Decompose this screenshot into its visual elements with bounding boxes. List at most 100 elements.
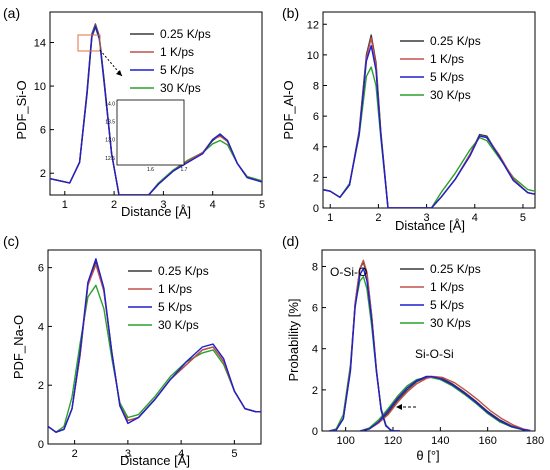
panel-d-ylabel: Probability [%]: [286, 298, 301, 381]
inset-x-tick-label: 1.7: [181, 167, 188, 173]
x-tick-label: 4: [472, 212, 478, 224]
series-line-2: [48, 258, 261, 433]
y-tick-label: 8: [312, 261, 318, 273]
panel-a: (a) 1 2 3 4 5 2 6 10 14 0.25 K/ps 1 K/ps 5 K/ps 30 K…: [3, 5, 265, 219]
y-tick-label: 12: [307, 19, 319, 31]
legend-label: 0.25 K/ps: [158, 264, 209, 278]
panel-c: (c) 2 3 4 5 0 2 4 6 0.25 K/ps 1 K/ps 5 K/ps 30 K/ps…: [3, 233, 262, 468]
x-tick-label: 4: [178, 448, 184, 460]
legend-label: 5 K/ps: [430, 298, 464, 312]
series-line-0: [323, 34, 535, 208]
series-line-1: [323, 37, 535, 208]
legend-label: 1 K/ps: [158, 282, 192, 296]
x-tick-label: 100: [336, 435, 354, 447]
panel-b-ylabel: PDF_Al-O: [281, 80, 296, 139]
x-tick-label: 2: [375, 212, 381, 224]
panel-a-frame: [49, 11, 263, 196]
y-tick-label: 2: [38, 380, 44, 392]
x-tick-label: 160: [478, 435, 496, 447]
panel-c-ylabel: PDF_Na-O: [11, 315, 26, 379]
y-tick-label: 6: [38, 263, 44, 275]
x-tick-label: 120: [384, 435, 402, 447]
legend-label: 30 K/ps: [430, 88, 471, 102]
x-tick-label: 180: [526, 435, 544, 447]
annotation-arrow-head: [396, 404, 402, 410]
series-line-3: [323, 66, 535, 208]
inset-frame: [116, 99, 185, 166]
panel-b-label: (b): [282, 5, 299, 21]
series-line-b-3: [359, 376, 531, 431]
x-tick-label: 5: [520, 212, 526, 224]
panel-d: (d) 100 120 140 160 180 0 2 4 6 8 0.25 K/ps 1 K/ps 5…: [282, 233, 544, 463]
x-tick-label: 1: [327, 212, 333, 224]
inset-y-tick-label: 12.5: [105, 156, 115, 162]
annotation-o-si-o: O-Si-O: [330, 265, 367, 279]
inset-y-tick-label: 13.5: [105, 120, 115, 126]
y-tick-label: 4: [38, 321, 44, 333]
panel-d-frame: [321, 249, 536, 432]
series-line-1: [329, 259, 401, 431]
x-tick-label: 3: [424, 212, 430, 224]
inset-arrow-head: [116, 70, 122, 76]
x-tick-label: 3: [160, 199, 166, 211]
x-tick-label: 4: [210, 199, 216, 211]
panel-c-frame: [47, 249, 262, 445]
y-tick-label: 0: [38, 439, 44, 451]
panel-c-label: (c): [3, 233, 19, 249]
legend-label: 5 K/ps: [430, 70, 464, 84]
x-tick-label: 5: [231, 448, 237, 460]
x-tick-label: 3: [125, 448, 131, 460]
legend-label: 0.25 K/ps: [160, 27, 211, 41]
panel-b-frame: [322, 11, 536, 209]
series-line-b-2: [359, 375, 531, 431]
x-tick-label: 1: [62, 199, 68, 211]
y-tick-label: 10: [34, 81, 46, 93]
panel-a-label: (a): [3, 5, 20, 21]
y-tick-label: 4: [312, 344, 318, 356]
legend-label: 1 K/ps: [430, 280, 464, 294]
series-line-2: [323, 45, 535, 208]
legend-label: 1 K/ps: [160, 45, 194, 59]
inset-y-tick-label: 13.0: [105, 138, 115, 144]
legend-label: 30 K/ps: [158, 318, 199, 332]
inset-x-tick-label: 1.6: [147, 167, 154, 173]
y-tick-label: 10: [307, 50, 319, 62]
inset-y-tick-label: 14.0: [105, 102, 115, 108]
series-line-2: [50, 25, 262, 195]
y-tick-label: 6: [312, 303, 318, 315]
y-tick-label: 6: [40, 125, 46, 137]
series-line-b-1: [359, 375, 531, 431]
panel-d-label: (d): [282, 233, 299, 249]
panel-d-xlabel: θ [°]: [416, 448, 439, 463]
peak-highlight-box: [77, 34, 101, 52]
panel-a-ylabel: PDF_Si-O: [14, 80, 29, 139]
legend-label: 5 K/ps: [158, 300, 192, 314]
legend-label: 0.25 K/ps: [430, 262, 481, 276]
series-line-0: [329, 261, 401, 431]
annotation-si-o-si: Si-O-Si: [415, 347, 454, 361]
legend-label: 30 K/ps: [160, 81, 201, 95]
y-tick-label: 2: [312, 385, 318, 397]
series-line-2: [329, 267, 401, 431]
y-tick-label: 0: [312, 426, 318, 438]
y-tick-label: 2: [40, 168, 46, 180]
y-tick-label: 6: [313, 111, 319, 123]
panel-a-xlabel: Distance [Å]: [121, 204, 191, 219]
y-tick-label: 0: [313, 203, 319, 215]
x-tick-label: 2: [72, 448, 78, 460]
panel-c-xlabel: Distance [Å]: [120, 453, 190, 468]
y-tick-label: 8: [313, 81, 319, 93]
y-tick-label: 14: [34, 38, 46, 50]
legend-label: 0.25 K/ps: [430, 34, 481, 48]
x-tick-label: 2: [111, 199, 117, 211]
legend-label: 30 K/ps: [430, 316, 471, 330]
y-tick-label: 2: [313, 172, 319, 184]
legend-label: 1 K/ps: [430, 52, 464, 66]
legend-label: 5 K/ps: [160, 63, 194, 77]
y-tick-label: 4: [313, 142, 319, 154]
x-tick-label: 140: [431, 435, 449, 447]
x-tick-label: 5: [259, 199, 265, 211]
panel-b-xlabel: Distance [Å]: [395, 218, 465, 233]
